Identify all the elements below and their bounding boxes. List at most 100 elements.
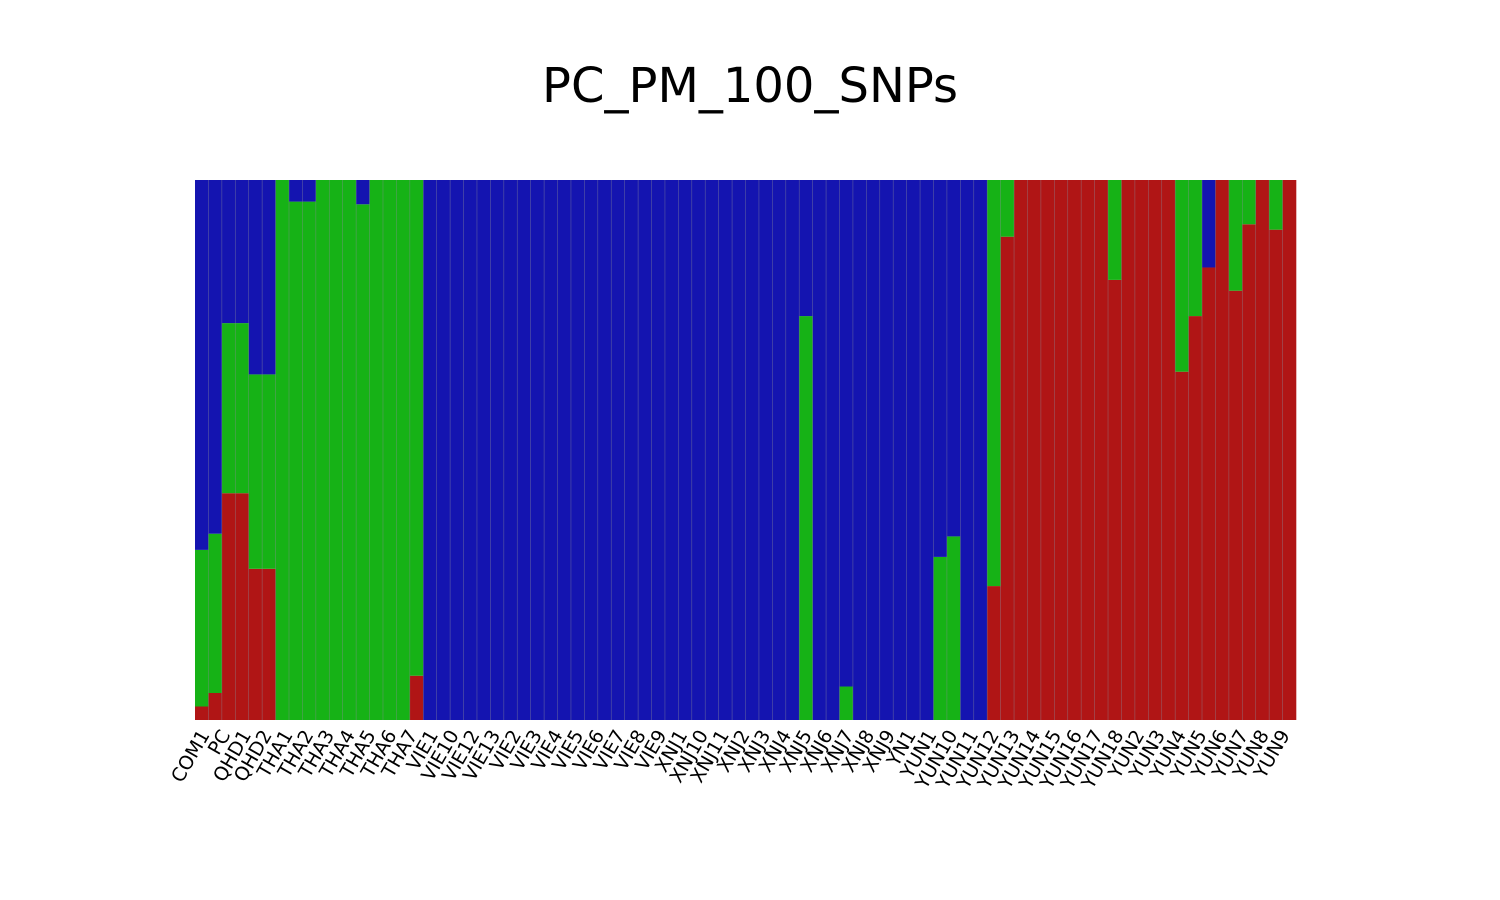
bar-segment-blue: [678, 180, 693, 720]
bar-segment-blue: [436, 180, 451, 720]
bar-segment-blue: [557, 180, 572, 720]
bar-segment-blue: [745, 180, 760, 720]
chart-title: PC_PM_100_SNPs: [542, 58, 958, 114]
bar-segment-blue: [718, 180, 733, 720]
bar-segment-green: [409, 180, 424, 676]
bar-segment-blue: [638, 180, 652, 720]
bar-segment-red: [1067, 180, 1082, 720]
bar-segment-red: [1094, 180, 1109, 720]
bar-segment-red: [208, 693, 223, 720]
bar-segment-blue: [235, 180, 250, 324]
bar-segment-blue: [933, 180, 948, 557]
bar-segment-red: [262, 568, 276, 720]
bar-segment-blue: [732, 180, 746, 720]
bar-segment-red: [195, 706, 209, 720]
bar-segment-blue: [893, 180, 907, 720]
bar-segment-red: [1081, 180, 1095, 720]
bar-segment-green: [315, 180, 330, 720]
bar-segment-blue: [785, 180, 800, 720]
bar-segment-red: [1282, 180, 1297, 720]
bar-segment-blue: [946, 180, 961, 537]
bar-segment-blue: [221, 180, 236, 324]
bar-segment-blue: [839, 180, 854, 687]
bar-segment-red: [1148, 180, 1163, 720]
bar-segment-blue: [691, 180, 706, 720]
bar-segment-blue: [758, 180, 773, 720]
bar-segment-blue: [476, 180, 491, 720]
bar-segment-blue: [624, 180, 639, 720]
bar-segment-blue: [651, 180, 666, 720]
bar-segment-green: [1242, 180, 1257, 225]
bar-segment-red: [248, 568, 263, 720]
bar-segment-blue: [248, 180, 263, 375]
bar-segment-green: [342, 180, 357, 720]
bar-segment-blue: [356, 180, 370, 205]
bar-segment-blue: [570, 180, 585, 720]
bar-segment-blue: [1202, 180, 1216, 268]
bar-segment-blue: [772, 180, 787, 720]
bar-segment-green: [356, 204, 370, 721]
bar-segment-green: [839, 686, 854, 720]
bar-segment-red: [1242, 224, 1257, 720]
bar-segment-green: [1269, 180, 1283, 230]
bar-segment-red: [1054, 180, 1069, 720]
bar-segment-green: [1228, 180, 1243, 291]
bar-segment-red: [1188, 316, 1203, 720]
bars-layer: [195, 180, 1297, 721]
bar-segment-green: [1188, 180, 1203, 317]
x-tick-label: COM1: [167, 726, 214, 786]
bar-segment-red: [1027, 180, 1042, 720]
bar-segment-blue: [664, 180, 679, 720]
bar-segment-blue: [423, 180, 437, 720]
bar-segment-green: [288, 201, 303, 721]
tick-labels: COM1PCQHD1QHD2THA1THA2THA3THA4THA5THA6TH…: [167, 726, 1295, 793]
bar-segment-red: [1040, 180, 1055, 720]
bar-segment-red: [235, 493, 250, 720]
bar-segment-green: [221, 323, 236, 494]
bar-segment-red: [1228, 290, 1243, 720]
bar-segment-blue: [906, 180, 921, 720]
bar-segment-blue: [879, 180, 894, 720]
bar-segment-blue: [799, 180, 813, 317]
bar-segment-blue: [852, 180, 867, 720]
bar-segment-red: [1134, 180, 1149, 720]
bar-segment-blue: [503, 180, 518, 720]
bar-segment-green: [235, 323, 250, 494]
bar-segment-red: [1175, 371, 1189, 720]
bar-segment-red: [1161, 180, 1176, 720]
bar-segment-red: [1215, 180, 1230, 720]
bar-segment-blue: [517, 180, 531, 720]
bar-segment-red: [1014, 180, 1028, 720]
bar-segment-blue: [826, 180, 840, 720]
bar-segment-red: [1255, 180, 1270, 720]
bar-segment-green: [329, 180, 343, 720]
bar-segment-green: [208, 533, 223, 693]
bar-segment-blue: [262, 180, 276, 375]
bar-segment-blue: [705, 180, 719, 720]
bar-segment-green: [1000, 180, 1015, 237]
bar-segment-blue: [920, 180, 934, 720]
bar-segment-blue: [195, 180, 209, 550]
bar-segment-blue: [208, 180, 223, 534]
bar-segment-green: [1108, 180, 1122, 280]
bar-segment-blue: [450, 180, 464, 720]
bar-segment-blue: [302, 180, 317, 202]
bar-segment-red: [987, 586, 1001, 720]
bar-segment-blue: [597, 180, 612, 720]
bar-segment-green: [987, 180, 1001, 587]
bar-segment-blue: [960, 180, 975, 720]
bar-segment-blue: [611, 180, 625, 720]
bar-segment-blue: [866, 180, 881, 720]
bar-segment-red: [1121, 180, 1136, 720]
bar-segment-red: [1108, 279, 1122, 720]
bar-segment-green: [799, 316, 813, 720]
bar-segment-green: [933, 556, 948, 720]
bar-segment-blue: [544, 180, 558, 720]
bar-segment-blue: [530, 180, 545, 720]
bar-segment-green: [946, 536, 961, 720]
bar-segment-red: [1000, 236, 1015, 720]
bar-segment-blue: [973, 180, 988, 720]
bar-segment-red: [409, 675, 424, 720]
bar-segment-blue: [490, 180, 505, 720]
